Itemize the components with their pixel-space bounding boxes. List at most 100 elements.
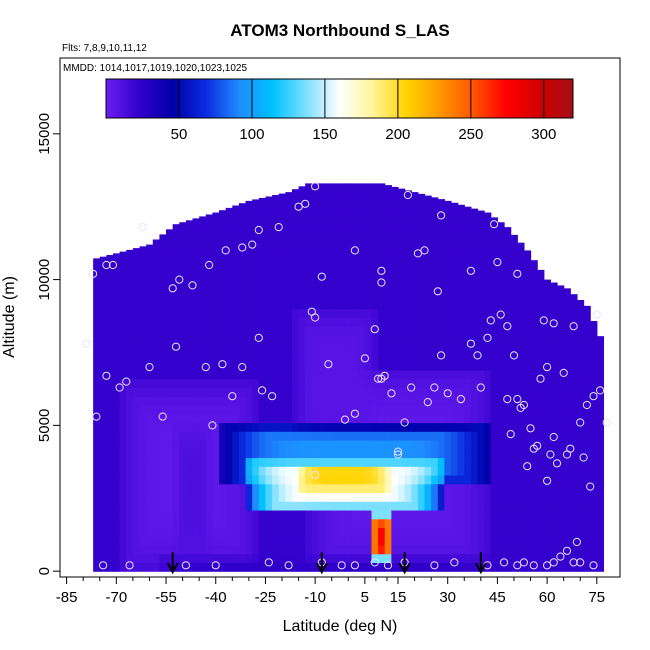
field-cell <box>576 378 585 389</box>
field-cell <box>570 300 578 310</box>
field-cell <box>219 361 227 371</box>
field-cell <box>364 448 373 459</box>
field-cell <box>338 183 346 187</box>
field-cell <box>344 509 353 520</box>
field-cell <box>424 361 432 371</box>
field-cell <box>298 369 306 380</box>
field-cell <box>205 352 214 362</box>
field-cell <box>543 492 552 502</box>
field-cell <box>590 361 598 371</box>
field-cell <box>225 413 233 424</box>
field-cell <box>172 422 180 432</box>
field-cell <box>185 343 194 354</box>
field-cell <box>570 396 578 406</box>
field-cell <box>391 457 399 467</box>
field-cell <box>212 238 220 249</box>
field-cell <box>464 474 472 485</box>
field-cell <box>152 544 161 555</box>
field-cell <box>378 291 386 301</box>
field-cell <box>437 562 445 572</box>
field-cell <box>93 492 101 502</box>
field-cell <box>265 265 273 275</box>
sample-point <box>483 333 492 342</box>
field-cell <box>351 273 359 284</box>
field-cell <box>351 317 359 327</box>
field-cell <box>358 413 366 424</box>
field-cell <box>232 527 240 537</box>
field-cell <box>570 422 578 432</box>
sample-point <box>546 450 555 459</box>
field-cell <box>278 334 286 345</box>
field-cell <box>225 431 233 441</box>
field-cell <box>166 527 174 537</box>
field-cell <box>523 250 532 257</box>
field-cell <box>404 501 412 511</box>
field-cell <box>364 413 373 424</box>
field-cell <box>517 509 525 520</box>
field-cell <box>437 199 445 205</box>
sample-point <box>374 374 383 383</box>
field-cell <box>537 352 545 362</box>
field-cell <box>378 518 386 529</box>
field-cell <box>484 387 492 397</box>
field-cell <box>99 466 107 476</box>
sample-point <box>254 333 263 342</box>
field-cell <box>212 413 220 424</box>
field-cell <box>517 378 525 389</box>
flights-label: Flts: 7,8,9,10,11,12 <box>62 43 147 54</box>
field-cell <box>391 230 399 240</box>
field-cell <box>590 326 598 336</box>
field-cell <box>517 282 525 292</box>
field-cell <box>305 466 313 476</box>
field-cell <box>530 501 538 511</box>
field-cell <box>378 265 386 275</box>
field-cell <box>364 492 373 502</box>
field-cell <box>378 247 386 257</box>
field-cell <box>278 483 286 494</box>
field-cell <box>139 247 147 257</box>
field-cell <box>490 483 498 494</box>
field-cell <box>384 203 392 214</box>
field-cell <box>93 422 101 432</box>
field-cell <box>391 326 399 336</box>
x-tick-label: -10 <box>304 589 326 606</box>
field-cell <box>424 203 432 214</box>
field-cell <box>305 396 313 406</box>
field-cell <box>424 448 432 459</box>
field-cell <box>272 273 280 284</box>
field-cell <box>272 422 280 432</box>
field-cell <box>384 238 392 249</box>
field-cell <box>325 387 333 397</box>
field-cell <box>457 300 465 310</box>
field-cell <box>596 413 605 424</box>
field-cell <box>404 544 412 555</box>
field-cell <box>384 334 392 345</box>
field-cell <box>358 195 366 205</box>
field-cell <box>358 431 366 441</box>
field-cell <box>384 256 392 266</box>
sample-point <box>562 546 572 555</box>
field-cell <box>179 326 187 336</box>
field-cell <box>457 396 465 406</box>
field-cell <box>285 308 293 319</box>
field-cell <box>331 282 339 292</box>
field-cell <box>563 422 571 432</box>
field-cell <box>583 509 591 520</box>
field-cell <box>146 308 154 319</box>
field-cell <box>424 256 432 266</box>
field-cell <box>371 282 379 292</box>
field-cell <box>470 413 479 424</box>
field-cell <box>424 230 432 240</box>
field-cell <box>590 509 598 520</box>
field-cell <box>245 378 253 389</box>
flight-arrow <box>474 552 487 575</box>
field-cell <box>252 553 260 564</box>
field-cell <box>205 238 214 249</box>
field-cell <box>172 247 180 257</box>
field-cell <box>331 483 339 494</box>
field-cell <box>411 334 419 345</box>
field-cell <box>431 238 439 249</box>
sample-point <box>450 558 459 567</box>
field-cell <box>570 334 578 345</box>
field-cell <box>265 544 273 555</box>
